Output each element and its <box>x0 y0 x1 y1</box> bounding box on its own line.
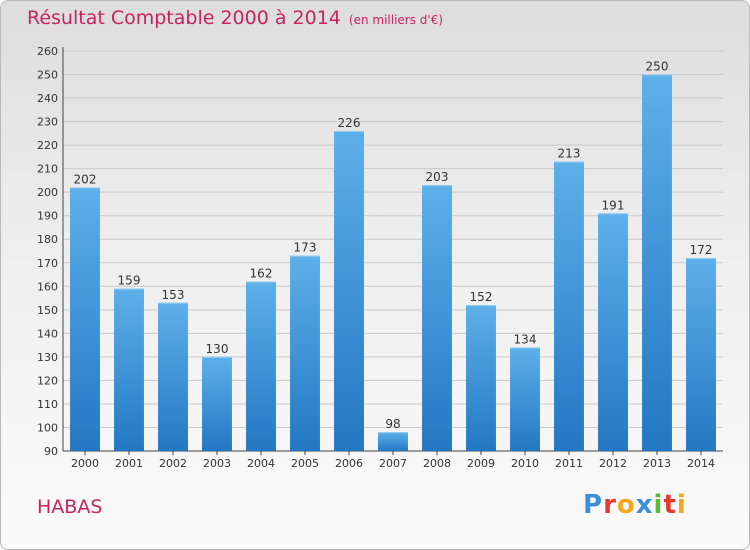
y-tick-label: 250 <box>37 69 58 82</box>
proxiti-logo: Proxiti <box>583 490 687 520</box>
x-tick-label: 2010 <box>511 457 539 470</box>
bar <box>378 432 408 451</box>
value-label: 153 <box>162 288 185 302</box>
bar <box>686 258 716 451</box>
commune-name: HABAS <box>37 496 103 518</box>
chart-subtitle: (en milliers d'€) <box>348 13 444 27</box>
y-tick-label: 160 <box>37 280 58 293</box>
x-tick-labels: 2000 2001 2002 2003 2004 2005 2006 2007 2008 2009… <box>71 457 715 470</box>
x-tick-label: 2011 <box>555 457 583 470</box>
y-tick-label: 180 <box>37 233 58 246</box>
bar <box>246 281 276 451</box>
value-label: 98 <box>385 417 400 431</box>
value-label: 159 <box>118 274 141 288</box>
bar <box>642 74 672 451</box>
x-tick-label: 2000 <box>71 457 99 470</box>
value-label: 162 <box>250 267 273 281</box>
y-tick-label: 200 <box>37 186 58 199</box>
bar <box>70 187 100 451</box>
x-tick-label: 2003 <box>203 457 231 470</box>
value-label: 213 <box>558 147 581 161</box>
y-tick-label: 90 <box>44 445 58 458</box>
bar <box>290 255 320 451</box>
bar <box>114 288 144 451</box>
y-tick-label: 110 <box>37 398 58 411</box>
y-tick-label: 120 <box>37 374 58 387</box>
logo-letter: x <box>635 490 654 520</box>
x-tick-label: 2004 <box>247 457 275 470</box>
logo-letter: P <box>583 490 604 520</box>
logo-letter: t <box>663 490 677 520</box>
bar <box>334 131 364 451</box>
y-tick-label: 190 <box>37 210 58 223</box>
logo-letter: i <box>653 490 664 520</box>
x-tick-label: 2006 <box>335 457 363 470</box>
y-tick-label: 260 <box>37 45 58 58</box>
x-tick-label: 2014 <box>687 457 715 470</box>
logo-letter: i <box>676 490 687 520</box>
chart-title: Résultat Comptable 2000 à 2014 <box>27 7 341 29</box>
y-tick-label: 210 <box>37 163 58 176</box>
value-label: 226 <box>338 116 361 130</box>
x-tick-label: 2012 <box>599 457 627 470</box>
logo-letter: r <box>603 490 617 520</box>
bar <box>598 213 628 451</box>
bar <box>554 161 584 451</box>
y-tick-label: 220 <box>37 139 58 152</box>
bar <box>158 302 188 451</box>
x-tick-label: 2007 <box>379 457 407 470</box>
y-tick-label: 100 <box>37 421 58 434</box>
y-tick-label: 240 <box>37 92 58 105</box>
y-tick-label: 130 <box>37 351 58 364</box>
bar <box>466 305 496 451</box>
x-tick-label: 2013 <box>643 457 671 470</box>
value-label: 130 <box>206 342 229 356</box>
bar <box>510 347 540 451</box>
value-label: 250 <box>646 60 669 74</box>
value-label: 172 <box>690 243 713 257</box>
y-tick-label: 170 <box>37 257 58 270</box>
x-tick-label: 2008 <box>423 457 451 470</box>
x-tick-label: 2009 <box>467 457 495 470</box>
y-tick-label: 140 <box>37 327 58 340</box>
value-label: 202 <box>74 172 97 186</box>
y-tick-label: 150 <box>37 304 58 317</box>
value-label: 152 <box>470 290 493 304</box>
y-tick-label: 230 <box>37 116 58 129</box>
value-label: 191 <box>602 198 625 212</box>
value-label: 134 <box>514 332 537 346</box>
logo-letter: o <box>616 490 636 520</box>
value-label: 173 <box>294 241 317 255</box>
value-label: 203 <box>426 170 449 184</box>
x-tick-label: 2001 <box>115 457 143 470</box>
x-tick-label: 2002 <box>159 457 187 470</box>
bar <box>202 356 232 451</box>
bars <box>70 74 716 451</box>
title-row: Résultat Comptable 2000 à 2014 (en millie… <box>27 7 443 29</box>
y-tick-labels: 90 100 110 120 130 140 150 160 170 180 190 200 210 22… <box>37 45 58 458</box>
bar <box>422 185 452 451</box>
x-tick-label: 2005 <box>291 457 319 470</box>
value-labels: 202 159 153 130 162 173 226 98 203 152 134 213 191 25… <box>74 60 713 432</box>
